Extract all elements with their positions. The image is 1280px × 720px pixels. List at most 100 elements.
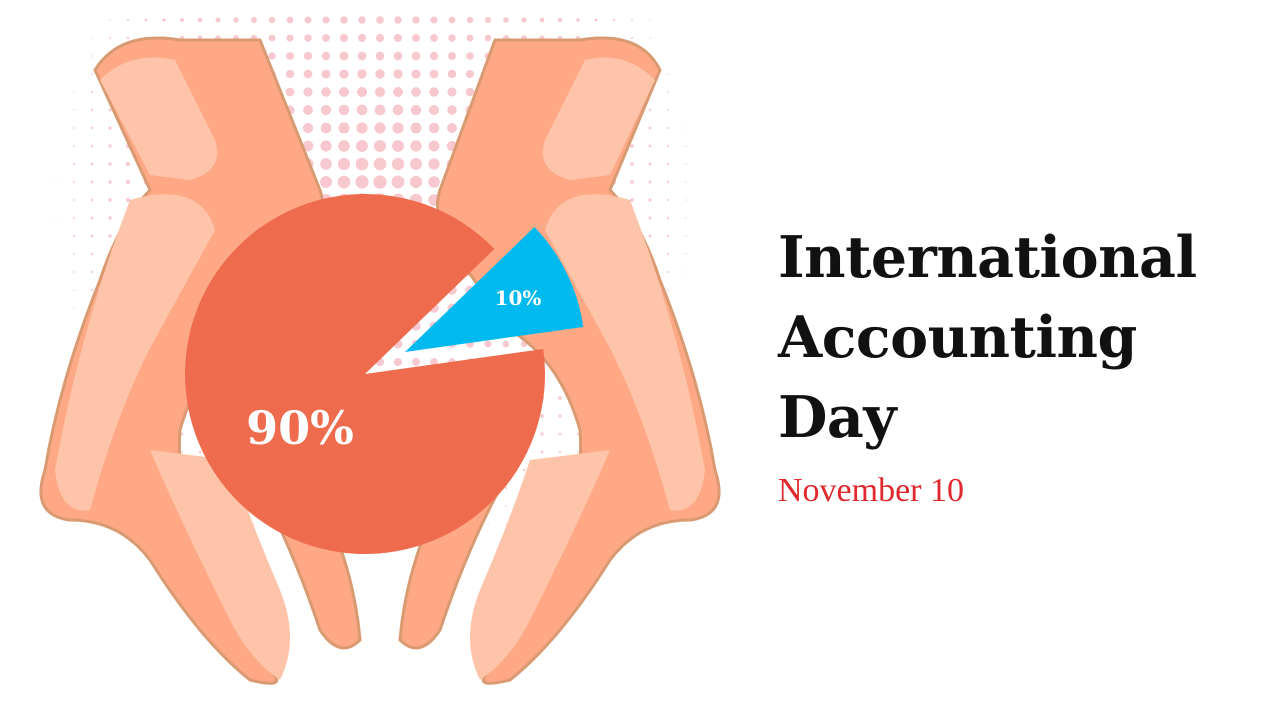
halftone-dot	[648, 162, 652, 166]
halftone-dot	[322, 16, 330, 24]
halftone-dot	[144, 18, 148, 22]
halftone-dot	[108, 234, 112, 238]
halftone-dot	[285, 69, 295, 79]
halftone-dot	[428, 176, 440, 188]
halftone-dot	[126, 36, 130, 40]
halftone-dot	[55, 199, 57, 201]
halftone-dot	[648, 234, 652, 238]
halftone-dot	[685, 253, 687, 255]
halftone-dot	[667, 73, 669, 75]
halftone-dot	[109, 37, 111, 39]
halftone-dot	[503, 17, 509, 23]
halftone-dot	[339, 87, 349, 97]
halftone-dot	[73, 289, 75, 291]
hands-pie-illustration: 90% 10%	[39, 16, 721, 685]
halftone-dot	[576, 18, 580, 22]
halftone-dot	[108, 198, 112, 202]
halftone-dot	[73, 199, 75, 201]
halftone-dot	[108, 180, 112, 184]
halftone-dot	[448, 34, 456, 42]
halftone-dot	[649, 37, 651, 39]
halftone-dot	[321, 69, 331, 79]
halftone-dot	[73, 181, 75, 183]
halftone-dot	[410, 104, 422, 116]
halftone-dot	[630, 198, 634, 202]
halftone-dot	[125, 161, 131, 167]
halftone-dot	[321, 51, 331, 61]
title-line: International	[778, 224, 1197, 291]
halftone-dot	[393, 51, 403, 61]
halftone-dot	[430, 358, 438, 366]
halftone-dot	[502, 340, 510, 348]
halftone-dot	[375, 51, 385, 61]
halftone-dot	[484, 16, 492, 24]
halftone-dot	[90, 252, 94, 256]
halftone-dot	[90, 198, 94, 202]
halftone-dot	[90, 90, 94, 94]
halftone-dot	[429, 87, 439, 97]
pie-slice-10	[405, 226, 584, 352]
halftone-dot	[109, 19, 111, 21]
halftone-dot	[55, 181, 57, 183]
halftone-dot	[303, 105, 313, 115]
halftone-dot	[321, 87, 331, 97]
halftone-dot	[268, 34, 276, 42]
halftone-dot	[392, 122, 404, 134]
halftone-dot	[466, 16, 474, 24]
halftone-dot	[125, 179, 131, 185]
halftone-dot	[320, 122, 332, 134]
halftone-dot	[126, 18, 130, 22]
halftone-dot	[666, 144, 670, 148]
halftone-dot	[392, 140, 404, 152]
halftone-dot	[355, 157, 369, 171]
halftone-dot	[540, 432, 544, 436]
halftone-dot	[484, 34, 492, 42]
halftone-dot	[447, 123, 457, 133]
halftone-dot	[286, 52, 294, 60]
halftone-dot	[505, 505, 507, 507]
halftone-dot	[320, 176, 332, 188]
halftone-dot	[322, 34, 330, 42]
halftone-dot	[91, 37, 93, 39]
halftone-dot	[430, 16, 438, 24]
halftone-dot	[376, 16, 384, 24]
halftone-dot	[339, 69, 349, 79]
halftone-dot	[448, 52, 456, 60]
halftone-dot	[412, 34, 420, 42]
halftone-dot	[648, 198, 652, 202]
halftone-dot	[73, 235, 75, 237]
halftone-dot	[303, 87, 313, 97]
halftone-dot	[558, 450, 562, 454]
halftone-dot	[233, 17, 239, 23]
halftone-dot	[304, 16, 312, 24]
halftone-dot	[558, 414, 562, 418]
halftone-dot	[358, 16, 366, 24]
halftone-dot	[576, 432, 580, 436]
halftone-dot	[648, 180, 652, 184]
slide-title: International Accounting Day	[778, 218, 1197, 458]
halftone-dot	[649, 19, 651, 21]
halftone-dot	[268, 16, 276, 24]
halftone-dot	[373, 157, 387, 171]
halftone-dot	[320, 158, 332, 170]
halftone-dot	[356, 140, 368, 152]
halftone-dot	[90, 162, 94, 166]
halftone-dot	[391, 157, 405, 171]
halftone-dot	[430, 34, 438, 42]
halftone-dot	[73, 271, 75, 273]
halftone-dot	[393, 69, 403, 79]
halftone-dot	[466, 34, 474, 42]
halftone-dot	[685, 181, 687, 183]
halftone-dot	[410, 122, 422, 134]
halftone-dot	[304, 34, 312, 42]
halftone-dot	[356, 122, 368, 134]
halftone-dot	[90, 234, 94, 238]
halftone-dot	[374, 122, 386, 134]
halftone-dot	[73, 145, 75, 147]
halftone-dot	[648, 108, 652, 112]
halftone-dot	[374, 104, 386, 116]
halftone-dot	[337, 157, 351, 171]
halftone-dot	[522, 468, 526, 472]
halftone-dot	[73, 127, 75, 129]
halftone-dot	[338, 122, 350, 134]
